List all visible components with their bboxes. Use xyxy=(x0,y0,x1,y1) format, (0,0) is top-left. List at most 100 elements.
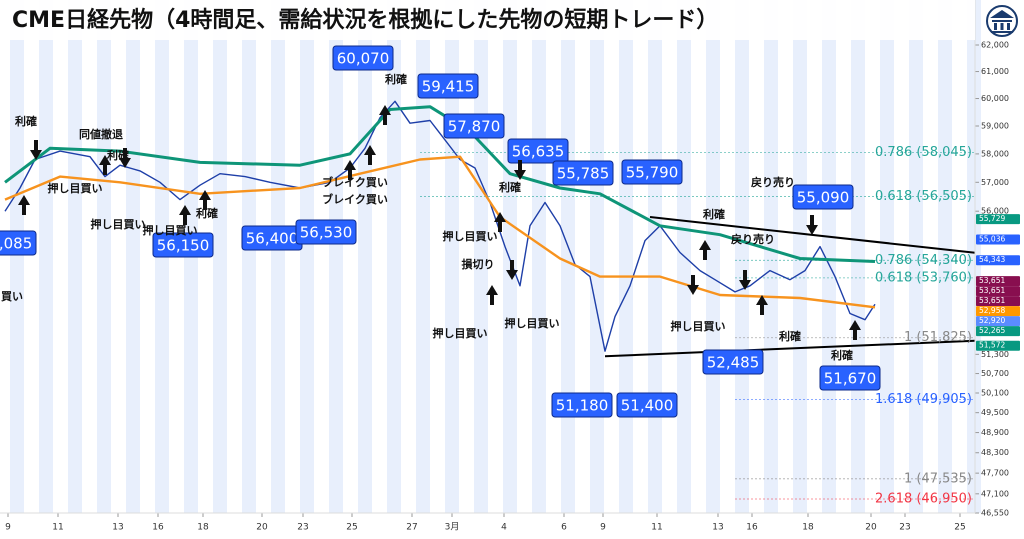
session-band xyxy=(967,0,981,513)
y-tick-label: 57,000 xyxy=(981,178,1009,187)
session-band xyxy=(938,0,952,513)
session-band xyxy=(358,0,372,513)
price-tag-label: 53,651 xyxy=(979,286,1005,295)
fib-label: 1 (47,535) xyxy=(904,471,972,486)
x-tick-label: 9 xyxy=(600,523,606,533)
price-callout xyxy=(295,219,357,245)
y-tick-label: 49,500 xyxy=(981,408,1009,417)
trend-line xyxy=(649,216,976,254)
fib-label: 0.618 (56,505) xyxy=(875,189,972,204)
annotation: 損切り xyxy=(462,257,495,271)
annotation: 押し目買い xyxy=(671,319,726,333)
session-band xyxy=(68,0,82,513)
price-callout-label: 55,085 xyxy=(0,235,32,253)
price-tag xyxy=(976,316,1020,327)
price-tag xyxy=(976,296,1020,307)
trend-line xyxy=(604,339,976,358)
annotation: 押し目買い xyxy=(505,316,560,330)
session-band xyxy=(619,0,633,513)
y-tick-label: 50,700 xyxy=(981,369,1009,378)
annotation: 利確 xyxy=(779,329,801,343)
price-callout xyxy=(152,232,214,258)
arrow xyxy=(18,195,30,215)
x-tick-label: 4 xyxy=(501,523,507,533)
price-tag-label: 55,729 xyxy=(979,214,1005,223)
y-tick-label: 48,900 xyxy=(981,428,1009,437)
session-band xyxy=(300,0,314,513)
title-backdrop xyxy=(0,0,975,40)
session-band xyxy=(648,0,662,513)
y-tick-label: 59,000 xyxy=(981,121,1009,130)
arrow xyxy=(344,160,356,180)
price-callout xyxy=(551,392,613,418)
session-band xyxy=(416,0,430,513)
annotation: 同値撤退 xyxy=(79,127,123,141)
annotation: 利確 xyxy=(831,348,853,362)
y-tick-label: 48,300 xyxy=(981,448,1009,457)
x-tick-label: 16 xyxy=(152,523,164,533)
fib-label: 0.786 (54,340) xyxy=(875,253,972,268)
fib-label: 0.618 (53,760) xyxy=(875,270,972,285)
fib-label: 1.618 (49,905) xyxy=(875,392,972,407)
x-tick-label: 23 xyxy=(297,523,308,533)
annotation: 利確 xyxy=(499,180,521,194)
annotation: 利確 xyxy=(385,72,407,86)
session-band xyxy=(851,0,865,513)
session-band xyxy=(532,0,546,513)
x-tick-label: 9 xyxy=(5,523,11,533)
x-tick-label: 25 xyxy=(954,523,965,533)
arrow xyxy=(849,320,861,340)
arrow xyxy=(199,190,211,210)
session-band xyxy=(329,0,343,513)
price-callout-label: 56,150 xyxy=(157,237,210,255)
y-tick-label: 47,700 xyxy=(981,469,1009,478)
price-callout-label: 56,635 xyxy=(512,143,565,161)
session-shading xyxy=(10,0,981,513)
price-line xyxy=(4,155,876,309)
session-band xyxy=(561,0,575,513)
arrow xyxy=(99,155,111,175)
overlay: 62,000 61,000 60,000 59,000 58,000 57,000 56,0… xyxy=(0,41,1020,533)
x-tick-label: 13 xyxy=(112,523,123,533)
session-band xyxy=(822,0,836,513)
x-tick-label: 25 xyxy=(346,523,357,533)
arrow xyxy=(119,148,131,168)
price-tag-label: 53,651 xyxy=(979,276,1005,285)
annotation: 押し目買い xyxy=(433,326,488,340)
price-tag-label: 52,265 xyxy=(979,326,1005,335)
arrow xyxy=(514,160,526,180)
x-tick-label: 20 xyxy=(865,523,877,533)
price-callout xyxy=(819,365,881,391)
fib-label: 0.786 (58,045) xyxy=(875,145,972,160)
price-callout-label: 55,790 xyxy=(626,164,679,182)
price-callout xyxy=(792,184,854,210)
y-tick-label: 50,100 xyxy=(981,388,1009,397)
x-tick-label: 18 xyxy=(802,523,814,533)
price-callout xyxy=(702,349,764,375)
price-tag-label: 54,343 xyxy=(979,255,1005,264)
fib-label: 1 (51,825) xyxy=(904,330,972,345)
session-band xyxy=(793,0,807,513)
price-callout-label: 59,415 xyxy=(422,78,475,96)
session-band xyxy=(126,0,140,513)
price-tag xyxy=(976,276,1020,287)
arrow xyxy=(494,212,506,232)
price-tag xyxy=(976,214,1020,225)
annotation: 利確 xyxy=(703,207,725,221)
price-callout-label: 52,485 xyxy=(707,354,760,372)
price-tag xyxy=(976,326,1020,337)
session-band xyxy=(590,0,604,513)
session-band xyxy=(706,0,720,513)
session-band xyxy=(764,0,778,513)
session-band xyxy=(97,0,111,513)
price-tag xyxy=(976,234,1020,245)
x-tick-label: 13 xyxy=(712,523,723,533)
price-callout xyxy=(417,73,479,99)
annotation: 利確 xyxy=(196,206,218,220)
x-tick-label: 27 xyxy=(406,523,417,533)
y-tick-label: 51,300 xyxy=(981,350,1009,359)
price-callout xyxy=(616,392,678,418)
session-band xyxy=(213,0,227,513)
price-callout xyxy=(0,230,37,256)
